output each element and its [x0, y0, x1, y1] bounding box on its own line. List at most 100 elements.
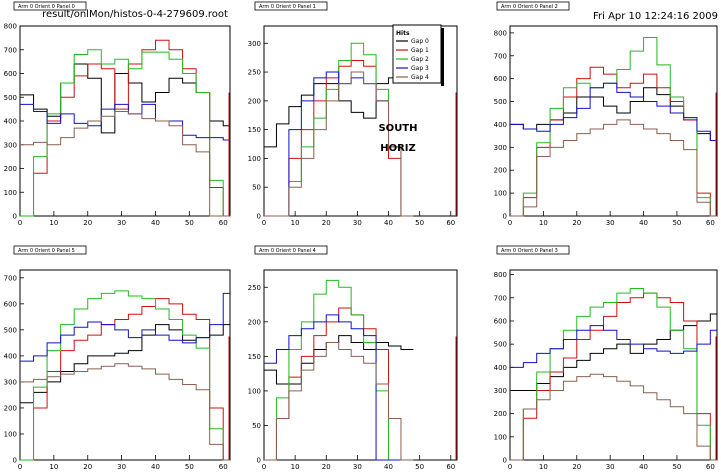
x-tick-label: 10: [539, 463, 548, 471]
panel-title-box: [13, 245, 87, 255]
y-tick-label: 800: [4, 23, 17, 31]
x-tick-label: 40: [151, 219, 160, 227]
y-tick-label: 0: [13, 457, 17, 465]
plot-frame: [19, 269, 231, 461]
panel-title: Arm 0 Orient 0 Panel 1: [259, 4, 316, 10]
panel-5: Arm 0 Orient 0 Panel 3010020030040050060…: [494, 245, 718, 471]
y-tick-label: 0: [13, 213, 17, 221]
y-tick-label: 300: [494, 387, 507, 395]
x-tick-label: 50: [185, 219, 194, 227]
x-tick-label: 60: [219, 463, 228, 471]
y-tick-label: 300: [494, 144, 507, 152]
series-gap-4: [510, 373, 717, 461]
legend-title: Hits: [396, 30, 410, 37]
x-tick-label: 60: [446, 463, 455, 471]
plot-frame: [263, 25, 458, 217]
y-tick-label: 0: [503, 213, 507, 221]
series-gap-3: [20, 292, 230, 362]
legend-entry-3: Gap 3: [411, 65, 429, 72]
series-gap-4: [20, 111, 230, 217]
panel-title: Arm 0 Orient 0 Panel 4: [259, 248, 316, 254]
series-gap-3: [510, 325, 717, 368]
series-gap-4: [264, 71, 414, 217]
x-tick-label: 40: [639, 219, 648, 227]
y-tick-label: 200: [4, 165, 17, 173]
y-tick-label: 700: [4, 274, 17, 282]
panel-4: Arm 0 Orient 0 Panel 4 0 50 100 150 200 250 0 10…: [248, 245, 458, 471]
x-tick-label: 30: [606, 219, 615, 227]
x-tick-label: 50: [415, 463, 424, 471]
y-tick-label: 700: [494, 52, 507, 60]
x-tick-label: 60: [219, 219, 228, 227]
y-tick-label: 150: [248, 353, 261, 361]
x-tick-label: 0: [18, 463, 22, 471]
y-tick-label: 500: [4, 326, 17, 334]
y-tick-label: 300: [4, 378, 17, 386]
x-tick-label: 30: [117, 219, 126, 227]
y-tick-label: 0: [257, 213, 261, 221]
y-tick-label: 600: [4, 70, 17, 78]
legend-box: [392, 24, 442, 84]
panel-title: Arm 0 Orient 0 Panel 5: [18, 248, 75, 254]
legend-shadow: [441, 28, 444, 86]
legend-entry-1: Gap 1: [411, 47, 429, 54]
file-title: result/onlMon/histos-0-4-279609.root: [42, 9, 228, 20]
plot-frame: [263, 269, 458, 461]
x-tick-label: 40: [639, 463, 648, 471]
x-tick-label: 60: [446, 219, 455, 227]
y-tick-label: 100: [4, 189, 17, 197]
y-tick-label: 400: [4, 118, 17, 126]
timestamp: Fri Apr 10 12:24:16 2009: [593, 11, 718, 22]
series-gap-2: [264, 279, 414, 461]
y-tick-label: 150: [248, 126, 261, 134]
x-tick-label: 50: [415, 219, 424, 227]
y-tick-label: 0: [257, 457, 261, 465]
x-tick-label: 20: [572, 463, 581, 471]
panel-1: Arm 0 Orient 0 Panel 1050100150200250300…: [248, 1, 458, 227]
series-gap-2: [20, 290, 230, 461]
series-gap-0: [264, 335, 414, 385]
x-tick-label: 20: [83, 219, 92, 227]
y-tick-label: 300: [248, 40, 261, 48]
series-gap-1: [20, 298, 230, 461]
y-tick-label: 200: [494, 167, 507, 175]
x-tick-label: 30: [606, 463, 615, 471]
y-tick-label: 100: [4, 430, 17, 438]
y-tick-label: 600: [494, 75, 507, 83]
x-tick-label: 30: [353, 219, 362, 227]
y-tick-label: 50: [252, 184, 261, 192]
y-tick-label: 500: [494, 98, 507, 106]
x-tick-label: 0: [18, 219, 22, 227]
panel-title-box: [496, 245, 570, 255]
x-tick-label: 20: [83, 463, 92, 471]
x-tick-label: 50: [672, 219, 681, 227]
x-tick-label: 10: [49, 463, 58, 471]
panel-title: Arm 0 Orient 0 Panel 2: [501, 4, 558, 10]
x-tick-label: 40: [384, 219, 393, 227]
x-tick-label: 30: [117, 463, 126, 471]
series-gap-3: [510, 82, 717, 141]
x-tick-label: 0: [262, 463, 266, 471]
x-tick-label: 30: [353, 463, 362, 471]
y-tick-label: 200: [4, 404, 17, 412]
y-tick-label: 500: [494, 341, 507, 349]
x-tick-label: 50: [185, 463, 194, 471]
panels: Arm 0 Orient 0 Panel 0010020030040050060…: [4, 1, 718, 471]
series-gap-4: [20, 363, 230, 461]
x-tick-label: 10: [291, 463, 300, 471]
x-tick-label: 0: [262, 219, 266, 227]
y-tick-label: 500: [4, 94, 17, 102]
x-tick-label: 10: [291, 219, 300, 227]
y-tick-label: 100: [494, 433, 507, 441]
series-gap-1: [510, 292, 717, 461]
annotation-south: SOUTH: [378, 123, 417, 134]
y-tick-label: 400: [4, 352, 17, 360]
y-tick-label: 100: [494, 190, 507, 198]
x-tick-label: 60: [706, 463, 715, 471]
y-tick-label: 700: [494, 294, 507, 302]
legend-entry-4: Gap 4: [411, 74, 429, 81]
x-tick-label: 20: [322, 219, 331, 227]
legend: Hits Gap 0 Gap 1 Gap 2 Gap 3 Gap 4: [392, 24, 444, 86]
